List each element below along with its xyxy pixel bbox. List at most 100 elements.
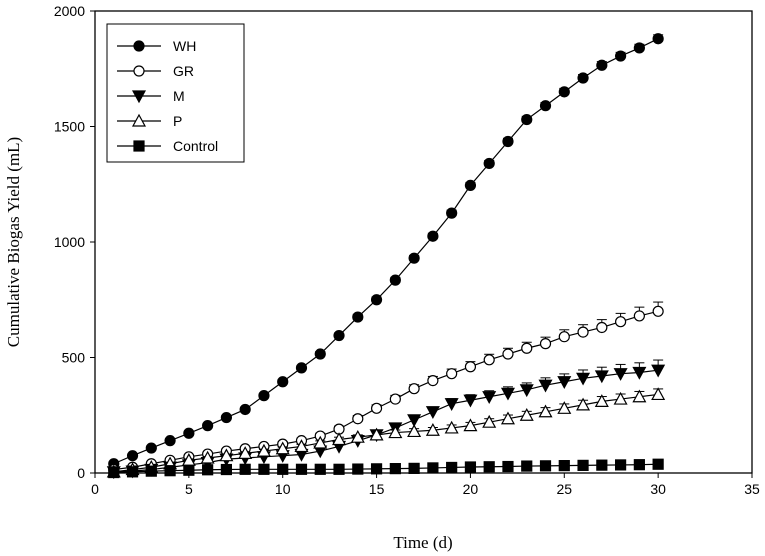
data-point-gr bbox=[389, 393, 401, 405]
legend-item-wh: WH bbox=[117, 38, 196, 54]
data-point-control bbox=[239, 463, 251, 475]
data-point-wh bbox=[652, 33, 664, 45]
data-point-m bbox=[500, 387, 515, 401]
data-point-gr bbox=[614, 316, 627, 328]
data-point-p bbox=[219, 448, 234, 462]
legend: WH GR MP Control bbox=[106, 23, 245, 163]
data-point-wh bbox=[558, 86, 570, 98]
data-point-control bbox=[614, 459, 627, 471]
data-point-wh bbox=[427, 230, 439, 242]
legend-marker-wh bbox=[133, 40, 145, 52]
data-point-control bbox=[220, 463, 232, 476]
data-point-p bbox=[557, 401, 572, 414]
data-point-control bbox=[521, 460, 533, 472]
x-tick-label: 25 bbox=[556, 481, 572, 497]
data-point-m bbox=[557, 376, 572, 390]
data-point-gr bbox=[633, 310, 645, 322]
data-point-p bbox=[294, 439, 309, 453]
data-point-gr bbox=[577, 326, 589, 338]
data-point-m bbox=[519, 384, 534, 398]
data-point-m bbox=[538, 379, 553, 393]
data-point-control bbox=[446, 461, 458, 474]
series-line-m bbox=[113, 369, 659, 473]
data-point-wh bbox=[464, 179, 477, 192]
data-point-p bbox=[500, 411, 515, 425]
data-point-wh bbox=[164, 435, 176, 447]
legend-item-m: M bbox=[117, 88, 185, 104]
legend-item-control: Control bbox=[117, 138, 218, 154]
data-point-wh bbox=[446, 207, 458, 219]
data-point-p bbox=[632, 389, 647, 403]
data-point-p bbox=[332, 432, 347, 446]
data-point-p bbox=[651, 387, 666, 401]
data-point-p bbox=[238, 446, 253, 459]
data-point-control bbox=[596, 459, 608, 471]
data-point-m bbox=[482, 391, 497, 405]
series-wh bbox=[108, 33, 664, 470]
data-point-p bbox=[388, 425, 403, 439]
x-tick-label: 0 bbox=[91, 481, 99, 497]
data-point-wh bbox=[183, 427, 195, 439]
legend-label-m: M bbox=[173, 88, 185, 104]
data-point-m bbox=[425, 406, 440, 420]
series-gr bbox=[108, 301, 664, 476]
data-point-gr bbox=[558, 331, 570, 343]
data-point-p bbox=[519, 407, 534, 421]
series-layer bbox=[106, 33, 666, 480]
series-control bbox=[108, 458, 664, 479]
data-point-gr bbox=[483, 354, 495, 366]
data-point-p bbox=[444, 420, 459, 434]
data-point-m bbox=[463, 394, 478, 408]
data-point-m bbox=[407, 414, 422, 428]
data-point-m bbox=[594, 370, 609, 384]
x-tick-label: 35 bbox=[744, 481, 760, 497]
data-point-control bbox=[427, 462, 439, 474]
data-point-p bbox=[463, 418, 478, 432]
data-point-m bbox=[613, 368, 628, 381]
y-tick-label: 1500 bbox=[54, 119, 85, 135]
axes-layer: 0 5 10 15 20 25 30 35 0 500 1000 1500 2000 bbox=[54, 3, 760, 497]
data-point-gr bbox=[464, 361, 477, 373]
data-point-control bbox=[652, 458, 664, 470]
x-axis-title: Time (d) bbox=[393, 533, 452, 552]
data-point-wh bbox=[314, 348, 326, 360]
data-point-control bbox=[389, 463, 401, 475]
data-point-gr bbox=[370, 402, 383, 414]
data-point-p bbox=[482, 414, 497, 428]
data-point-p bbox=[594, 394, 609, 407]
legend-marker-p bbox=[131, 113, 147, 127]
data-point-wh bbox=[277, 376, 289, 388]
data-point-wh bbox=[258, 390, 270, 402]
series-line-p bbox=[113, 393, 659, 473]
x-tick-label: 15 bbox=[369, 481, 385, 497]
legend-label-control: Control bbox=[173, 138, 218, 154]
y-tick-label: 500 bbox=[62, 350, 86, 366]
data-point-wh bbox=[633, 42, 645, 54]
data-point-gr bbox=[596, 321, 608, 334]
data-point-p bbox=[350, 429, 365, 443]
data-point-control bbox=[577, 459, 589, 471]
data-point-p bbox=[256, 443, 271, 457]
data-point-control bbox=[408, 462, 420, 474]
legend-box bbox=[106, 23, 245, 163]
data-point-gr bbox=[521, 342, 533, 354]
data-point-m bbox=[651, 364, 666, 378]
data-point-wh bbox=[389, 274, 401, 286]
data-point-wh bbox=[521, 113, 533, 126]
data-point-control bbox=[558, 460, 570, 472]
data-point-control bbox=[352, 463, 364, 475]
data-point-wh bbox=[370, 294, 383, 306]
data-point-wh bbox=[220, 411, 232, 424]
y-tick-label: 0 bbox=[77, 465, 85, 481]
data-point-gr bbox=[427, 375, 439, 387]
data-point-control bbox=[126, 466, 139, 478]
data-point-gr bbox=[352, 413, 364, 425]
x-tick-label: 30 bbox=[650, 481, 666, 497]
data-point-wh bbox=[614, 50, 627, 62]
data-point-wh bbox=[539, 100, 552, 112]
legend-marker-m bbox=[131, 90, 147, 104]
data-point-m bbox=[632, 366, 647, 380]
series-line-gr bbox=[113, 310, 659, 471]
data-point-control bbox=[633, 459, 645, 471]
